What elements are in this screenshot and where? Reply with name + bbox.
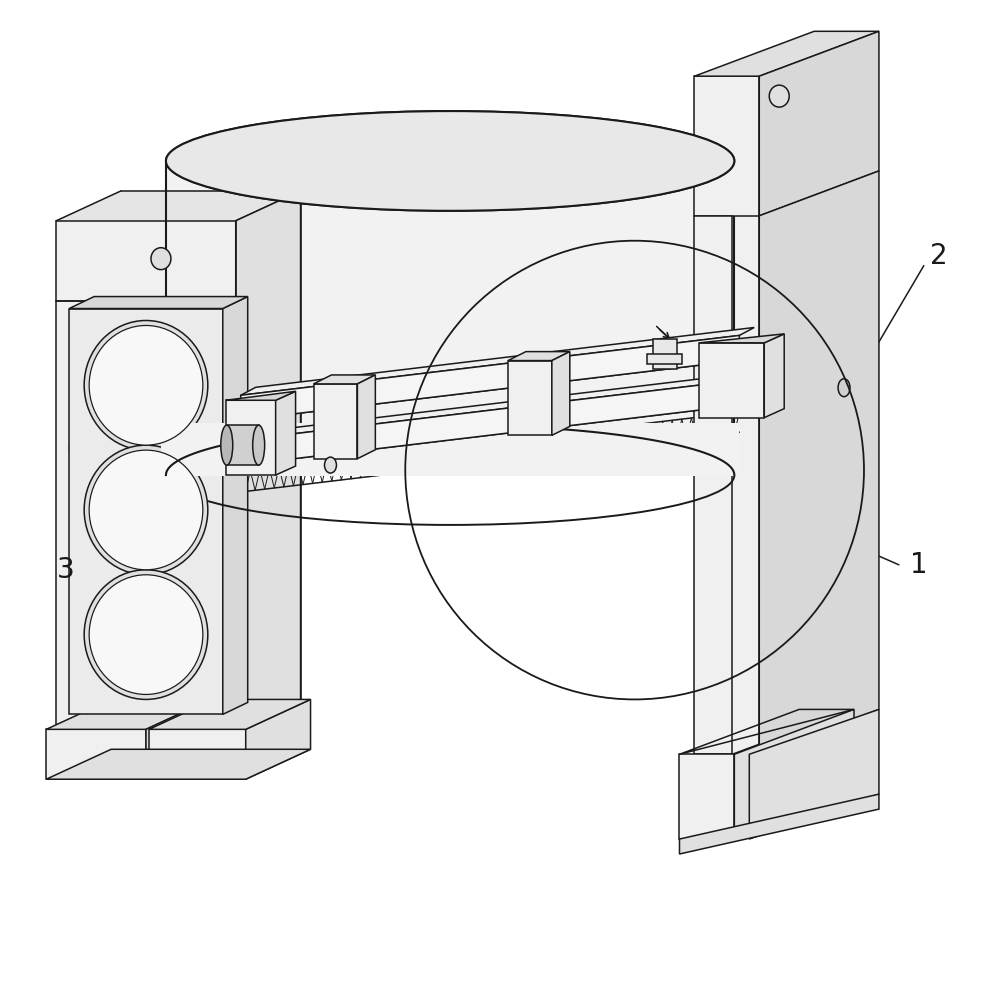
Polygon shape [227,425,259,465]
Ellipse shape [221,425,233,465]
Polygon shape [749,709,879,839]
Polygon shape [166,161,734,475]
Polygon shape [241,353,754,420]
Polygon shape [241,328,754,395]
Polygon shape [759,32,879,755]
Ellipse shape [151,247,171,270]
Polygon shape [149,699,311,729]
Polygon shape [241,380,739,465]
Polygon shape [56,191,301,220]
Ellipse shape [253,425,265,465]
Polygon shape [759,32,879,215]
Polygon shape [552,352,570,435]
Ellipse shape [89,450,203,570]
Polygon shape [241,397,754,465]
Polygon shape [679,794,879,854]
Polygon shape [146,699,211,780]
Polygon shape [759,171,879,755]
Polygon shape [69,297,248,309]
Polygon shape [764,334,784,418]
Polygon shape [694,32,879,76]
Polygon shape [236,191,301,780]
Ellipse shape [89,575,203,694]
Ellipse shape [84,570,208,699]
Text: 3: 3 [57,556,75,584]
Polygon shape [653,340,677,369]
Polygon shape [699,334,784,343]
Ellipse shape [838,378,850,396]
Polygon shape [149,729,246,780]
Polygon shape [694,76,759,215]
Polygon shape [694,76,759,755]
Ellipse shape [84,321,208,450]
Polygon shape [647,355,682,364]
Ellipse shape [166,111,734,211]
Polygon shape [46,729,146,780]
Polygon shape [276,391,296,475]
Polygon shape [734,709,854,839]
Ellipse shape [84,445,208,575]
Polygon shape [694,215,732,755]
Polygon shape [46,750,311,780]
Polygon shape [314,375,375,384]
Polygon shape [246,699,311,780]
Polygon shape [508,360,552,435]
Ellipse shape [166,111,734,211]
Polygon shape [56,220,236,780]
Polygon shape [694,32,879,76]
Polygon shape [241,336,739,420]
Polygon shape [314,384,357,459]
Polygon shape [679,755,734,839]
Ellipse shape [769,85,789,107]
Polygon shape [241,372,754,440]
Polygon shape [699,343,764,418]
Polygon shape [46,699,211,729]
Ellipse shape [324,457,336,473]
Ellipse shape [89,326,203,445]
Polygon shape [223,297,248,714]
Polygon shape [69,309,223,714]
Polygon shape [508,352,570,360]
Text: 2: 2 [930,241,948,270]
Polygon shape [226,391,296,400]
Polygon shape [161,423,739,476]
Polygon shape [226,400,276,475]
Text: 1: 1 [910,551,928,579]
Polygon shape [236,191,301,780]
Polygon shape [357,375,375,459]
